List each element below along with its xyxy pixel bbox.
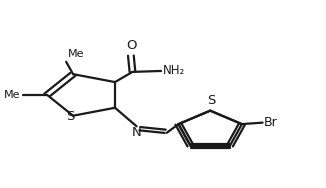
Text: N: N: [132, 126, 141, 139]
Text: NH₂: NH₂: [163, 64, 185, 77]
Text: O: O: [126, 39, 137, 52]
Text: S: S: [208, 94, 216, 107]
Text: S: S: [66, 110, 75, 123]
Text: Br: Br: [264, 116, 278, 129]
Text: Me: Me: [68, 49, 84, 59]
Text: Me: Me: [4, 90, 21, 100]
